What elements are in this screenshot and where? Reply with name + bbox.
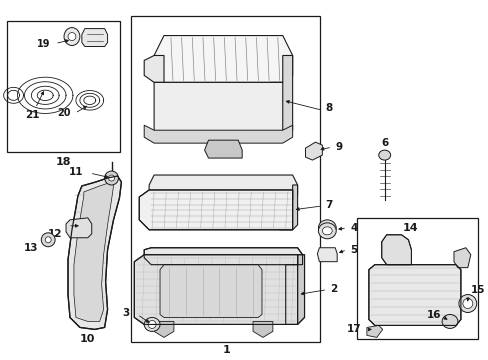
Polygon shape bbox=[81, 28, 107, 46]
Ellipse shape bbox=[458, 294, 476, 312]
Polygon shape bbox=[144, 55, 163, 82]
Ellipse shape bbox=[322, 227, 331, 235]
Text: 13: 13 bbox=[24, 243, 38, 253]
Ellipse shape bbox=[104, 171, 118, 185]
Text: 15: 15 bbox=[470, 284, 484, 294]
Text: 4: 4 bbox=[349, 223, 357, 233]
Bar bbox=[7, 21, 120, 152]
Polygon shape bbox=[204, 140, 242, 158]
Polygon shape bbox=[154, 36, 292, 82]
Polygon shape bbox=[139, 190, 292, 230]
Bar bbox=[131, 15, 320, 342]
Polygon shape bbox=[144, 125, 292, 143]
Polygon shape bbox=[453, 248, 470, 268]
Polygon shape bbox=[253, 321, 272, 337]
Polygon shape bbox=[74, 182, 113, 321]
Polygon shape bbox=[154, 82, 282, 137]
Text: 19: 19 bbox=[37, 39, 50, 49]
Text: 3: 3 bbox=[122, 309, 129, 319]
Polygon shape bbox=[68, 176, 121, 329]
Polygon shape bbox=[279, 185, 297, 230]
Polygon shape bbox=[368, 265, 460, 325]
Polygon shape bbox=[285, 255, 304, 324]
Ellipse shape bbox=[41, 233, 55, 247]
Ellipse shape bbox=[318, 223, 336, 239]
Polygon shape bbox=[149, 175, 297, 200]
Ellipse shape bbox=[441, 315, 457, 328]
Text: 6: 6 bbox=[380, 138, 387, 148]
Text: 8: 8 bbox=[325, 103, 332, 113]
Polygon shape bbox=[305, 142, 322, 160]
Text: 11: 11 bbox=[68, 167, 82, 177]
Text: 1: 1 bbox=[222, 345, 230, 355]
Polygon shape bbox=[144, 248, 302, 265]
Ellipse shape bbox=[148, 320, 156, 328]
Polygon shape bbox=[269, 55, 292, 137]
Ellipse shape bbox=[144, 318, 160, 332]
Text: 5: 5 bbox=[349, 245, 357, 255]
Ellipse shape bbox=[318, 220, 336, 236]
Polygon shape bbox=[66, 218, 92, 238]
Polygon shape bbox=[154, 321, 174, 337]
Ellipse shape bbox=[462, 298, 472, 309]
Text: 10: 10 bbox=[80, 334, 95, 345]
Ellipse shape bbox=[108, 175, 114, 181]
Text: 9: 9 bbox=[335, 142, 342, 152]
Ellipse shape bbox=[378, 150, 390, 160]
Text: 14: 14 bbox=[402, 223, 417, 233]
Ellipse shape bbox=[68, 32, 76, 41]
Text: 16: 16 bbox=[426, 310, 440, 320]
Text: 18: 18 bbox=[55, 157, 71, 167]
Text: 17: 17 bbox=[346, 324, 360, 334]
Text: 12: 12 bbox=[47, 229, 62, 239]
Polygon shape bbox=[134, 255, 297, 324]
Ellipse shape bbox=[45, 237, 51, 243]
Polygon shape bbox=[317, 248, 337, 262]
Bar bbox=[356, 218, 477, 339]
Text: 20: 20 bbox=[58, 108, 71, 118]
Polygon shape bbox=[366, 325, 382, 337]
Text: 21: 21 bbox=[25, 110, 40, 120]
Text: 7: 7 bbox=[325, 200, 332, 210]
Polygon shape bbox=[381, 235, 410, 265]
Text: 2: 2 bbox=[329, 284, 337, 293]
Ellipse shape bbox=[322, 224, 331, 232]
Polygon shape bbox=[160, 265, 262, 318]
Ellipse shape bbox=[64, 28, 80, 45]
